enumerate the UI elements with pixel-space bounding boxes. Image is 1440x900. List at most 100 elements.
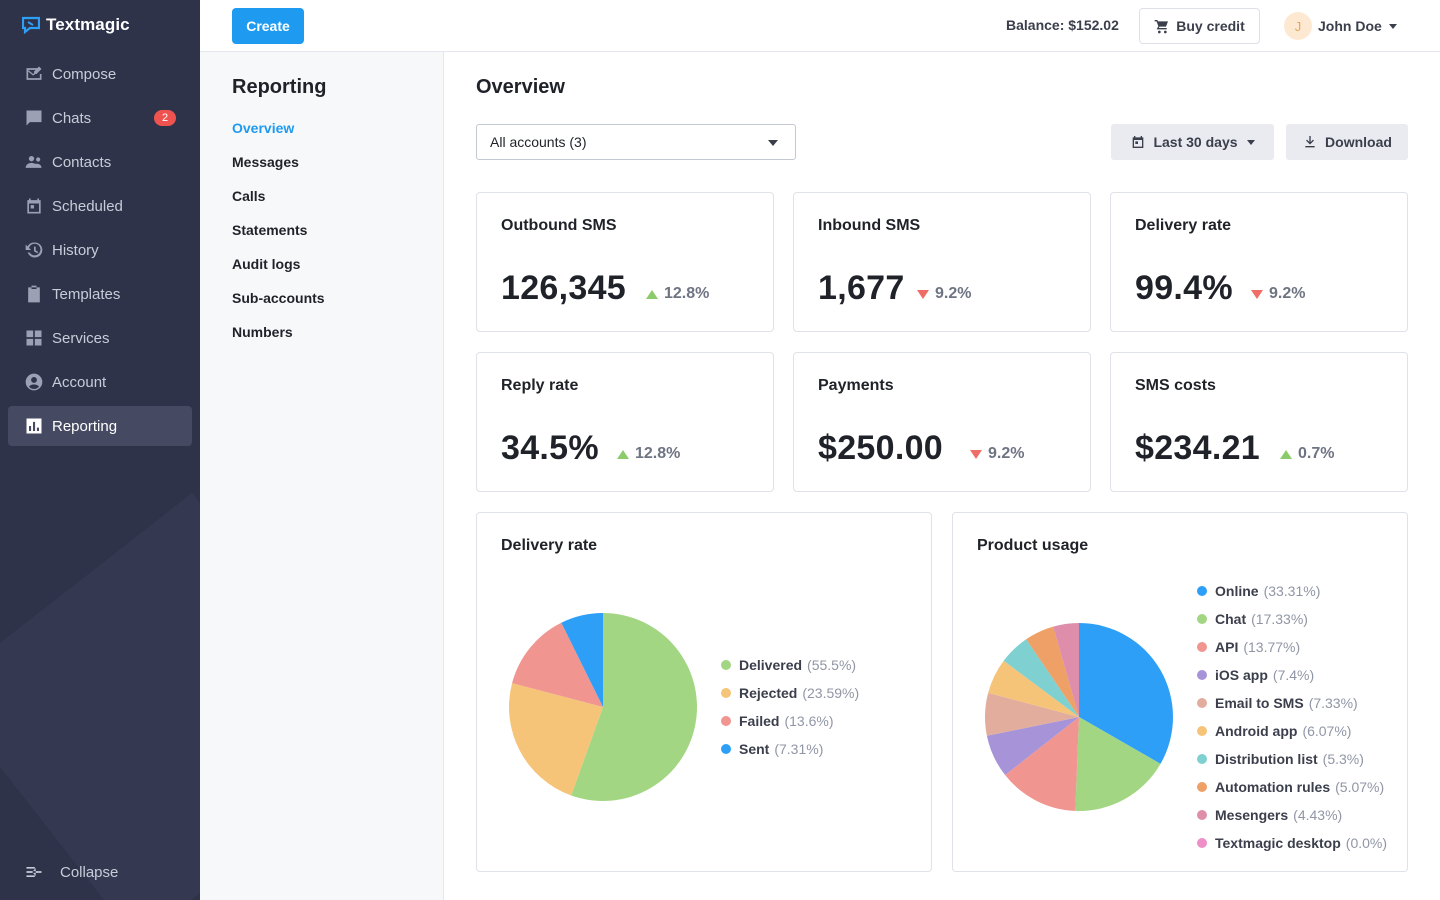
legend-dot — [1197, 698, 1207, 708]
download-label: Download — [1325, 134, 1392, 150]
delivery-rate-legend: Delivered (55.5%) Rejected (23.59%) Failed… — [721, 651, 859, 763]
app-name: Textmagic — [46, 15, 130, 34]
date-range-button[interactable]: Last 30 days — [1111, 124, 1274, 160]
buy-credit-button[interactable]: Buy credit — [1139, 8, 1260, 44]
subnav-item-messages[interactable]: Messages — [232, 154, 299, 170]
legend-label: Rejected — [739, 685, 798, 701]
create-button[interactable]: Create — [232, 8, 304, 44]
legend-dot — [1197, 670, 1207, 680]
sidebar-item-label: Chats — [52, 109, 92, 127]
trend-down-icon — [970, 449, 982, 459]
subnav-item-overview[interactable]: Overview — [232, 120, 295, 136]
stat-trend-value: 0.7% — [1298, 445, 1335, 462]
product-usage-pie-chart — [985, 623, 1173, 811]
subnav-item-sub-accounts[interactable]: Sub-accounts — [232, 290, 325, 306]
stat-value: 99.4% — [1135, 269, 1233, 307]
legend-item: Mesengers (4.43%) — [1197, 801, 1387, 829]
stat-title: Delivery rate — [1135, 217, 1232, 234]
subnav-list: Overview Messages Calls Statements Audit… — [232, 118, 325, 356]
sidebar-item-contacts[interactable]: Contacts — [8, 142, 192, 182]
clipboard-icon — [28, 285, 40, 303]
stat-value: $234.21 — [1135, 429, 1261, 467]
stat-trend: 9.2% — [917, 285, 971, 303]
download-icon — [1305, 136, 1315, 148]
legend-dot — [1197, 838, 1207, 848]
stat-card-sms-costs: SMS costs $234.21 0.7% — [1110, 352, 1408, 492]
sidebar-item-history[interactable]: History — [8, 230, 192, 270]
legend-percent: (5.3%) — [1322, 751, 1364, 767]
subnav-title: Reporting — [232, 76, 327, 98]
trend-up-icon — [617, 449, 629, 459]
legend-percent: (17.33%) — [1251, 611, 1308, 627]
sidebar-item-services[interactable]: Services — [8, 318, 192, 358]
legend-item: Email to SMS (7.33%) — [1197, 689, 1387, 717]
legend-dot — [1197, 614, 1207, 624]
stat-trend: 12.8% — [646, 285, 709, 303]
stat-trend-value: 9.2% — [988, 445, 1025, 462]
legend-dot — [721, 716, 731, 726]
legend-item: Delivered (55.5%) — [721, 651, 859, 679]
legend-item: Chat (17.33%) — [1197, 605, 1387, 633]
legend-label: Mesengers — [1215, 807, 1289, 823]
legend-label: Textmagic desktop — [1215, 835, 1341, 851]
trend-up-icon — [1280, 449, 1292, 459]
chart-title: Delivery rate — [501, 537, 598, 554]
legend-dot — [1197, 782, 1207, 792]
download-button[interactable]: Download — [1286, 124, 1408, 160]
legend-item: Rejected (23.59%) — [721, 679, 859, 707]
legend-item: iOS app (7.4%) — [1197, 661, 1387, 689]
sidebar-item-chats[interactable]: Chats 2 — [8, 98, 192, 138]
contacts-icon — [25, 156, 42, 168]
legend-label: Delivered — [739, 657, 803, 673]
sidebar-item-compose[interactable]: Compose — [8, 54, 192, 94]
pie-slice-email-to-sms — [985, 692, 1079, 736]
compose-icon — [26, 66, 42, 80]
sidebar-item-templates[interactable]: Templates — [8, 274, 192, 314]
collapse-button[interactable]: Collapse — [24, 862, 118, 882]
subnav-item-numbers[interactable]: Numbers — [232, 324, 293, 340]
sidebar-item-reporting[interactable]: Reporting — [8, 406, 192, 446]
stat-trend: 9.2% — [1251, 285, 1305, 303]
legend-percent: (5.07%) — [1335, 779, 1385, 795]
stat-value: 126,345 — [501, 269, 627, 307]
account-select[interactable]: All accounts (3) — [476, 124, 796, 160]
legend-label: API — [1215, 639, 1239, 655]
stat-card-outbound-sms: Outbound SMS 126,345 12.8% — [476, 192, 774, 332]
pie-slice-ios-app — [986, 717, 1079, 776]
subnav-item-audit-logs[interactable]: Audit logs — [232, 256, 301, 272]
pie-slice-mesengers — [1053, 623, 1079, 717]
subnav-item-calls[interactable]: Calls — [232, 188, 266, 204]
reporting-subnav: Reporting Overview Messages Calls Statem… — [200, 52, 444, 900]
pie-slice-sent — [561, 613, 603, 707]
stat-trend: 12.8% — [617, 445, 680, 463]
sidebar-item-scheduled[interactable]: Scheduled — [8, 186, 192, 226]
unread-badge: 2 — [154, 110, 176, 126]
legend-dot — [721, 688, 731, 698]
product-usage-chart-card: Product usage Online (33.31%) Chat (17.33%… — [952, 512, 1408, 872]
sidebar-item-label: Scheduled — [52, 197, 123, 215]
dropdown-arrow-icon — [768, 140, 778, 146]
sidebar-item-account[interactable]: Account — [8, 362, 192, 402]
grid-icon — [26, 330, 42, 346]
stat-trend-value: 9.2% — [935, 285, 972, 302]
subnav-item-statements[interactable]: Statements — [232, 222, 308, 238]
collapse-icon — [26, 867, 42, 877]
user-menu[interactable]: J John Doe — [1284, 12, 1397, 40]
account-select-value: All accounts (3) — [490, 134, 587, 150]
stat-title: Inbound SMS — [818, 217, 921, 234]
pie-slice-delivered — [571, 613, 697, 801]
date-range-label: Last 30 days — [1153, 134, 1238, 150]
chat-icon — [26, 110, 42, 126]
legend-label: Distribution list — [1215, 751, 1318, 767]
chevron-down-icon — [1246, 139, 1255, 145]
legend-percent: (7.31%) — [774, 741, 824, 757]
legend-dot — [1197, 726, 1207, 736]
bar-chart-icon — [26, 418, 42, 434]
legend-dot — [721, 660, 731, 670]
legend-label: Online — [1215, 583, 1259, 599]
chevron-down-icon — [1388, 23, 1397, 29]
pie-slice-chat — [1075, 717, 1161, 811]
buy-credit-label: Buy credit — [1176, 18, 1245, 34]
sidebar-item-label: Contacts — [52, 153, 112, 171]
app-logo[interactable]: Textmagic — [22, 14, 130, 36]
